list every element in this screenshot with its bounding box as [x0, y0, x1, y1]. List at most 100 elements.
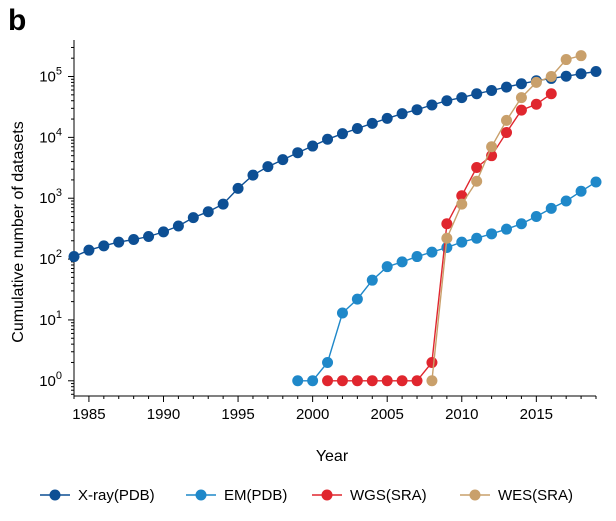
- y-tick-label: 105: [39, 66, 62, 86]
- legend: X-ray(PDB) EM(PDB) WGS(SRA) WES(SRA): [40, 487, 573, 504]
- data-point: [471, 88, 483, 100]
- data-point: [486, 84, 498, 96]
- data-point: [501, 223, 513, 235]
- data-point: [560, 54, 572, 66]
- data-point: [336, 307, 348, 319]
- data-point: [471, 161, 483, 173]
- data-point: [501, 81, 513, 93]
- y-tick-label: 100: [39, 370, 62, 390]
- legend-marker: [49, 489, 61, 501]
- data-point: [411, 251, 423, 263]
- x-tick-label: 2010: [445, 406, 478, 423]
- data-point: [307, 375, 319, 387]
- x-tick-label: 2005: [371, 406, 404, 423]
- data-point: [426, 99, 438, 111]
- series-wes-sra: [426, 50, 587, 387]
- data-point: [456, 236, 468, 248]
- legend-item: WES(SRA): [460, 487, 573, 504]
- data-point: [560, 195, 572, 207]
- data-point: [381, 375, 393, 387]
- data-point: [172, 220, 184, 232]
- data-point: [441, 218, 453, 230]
- data-point: [471, 232, 483, 244]
- data-point: [336, 128, 348, 140]
- data-point: [471, 175, 483, 187]
- legend-marker: [469, 489, 481, 501]
- data-point: [515, 218, 527, 230]
- data-point: [426, 246, 438, 258]
- legend-marker: [195, 489, 207, 501]
- data-point: [98, 240, 110, 252]
- data-point: [590, 65, 602, 77]
- data-point: [322, 356, 334, 368]
- data-point: [426, 356, 438, 368]
- x-tick-label: 2000: [296, 406, 329, 423]
- data-point: [396, 375, 408, 387]
- data-point: [545, 88, 557, 100]
- data-point: [351, 293, 363, 305]
- data-point: [307, 140, 319, 152]
- data-point: [202, 206, 214, 218]
- data-point: [217, 198, 229, 210]
- x-tick-label: 1995: [221, 406, 254, 423]
- data-point: [187, 212, 199, 224]
- data-point: [575, 185, 587, 197]
- data-point: [366, 375, 378, 387]
- data-point: [83, 244, 95, 256]
- data-point: [336, 375, 348, 387]
- data-point: [68, 251, 80, 263]
- data-point: [322, 375, 334, 387]
- legend-label: EM(PDB): [224, 487, 287, 504]
- y-axis: 100 101 102 103 104 105: [39, 40, 75, 396]
- legend-label: WES(SRA): [498, 487, 573, 504]
- x-tick-label: 1990: [147, 406, 180, 423]
- data-point: [366, 274, 378, 286]
- data-point: [575, 68, 587, 80]
- data-point: [441, 232, 453, 244]
- series-line: [431, 55, 582, 381]
- x-tick-label: 2015: [520, 406, 553, 423]
- data-point: [456, 92, 468, 104]
- data-point: [143, 230, 155, 242]
- series-layer: [68, 50, 602, 387]
- data-point: [545, 71, 557, 83]
- legend-item: EM(PDB): [186, 487, 287, 504]
- data-point: [366, 117, 378, 129]
- data-point: [486, 228, 498, 240]
- series-em-pdb: [292, 176, 602, 387]
- data-point: [456, 198, 468, 210]
- data-point: [113, 236, 125, 248]
- data-point: [322, 133, 334, 145]
- data-point: [381, 261, 393, 273]
- y-axis-title: Cumulative number of datasets: [10, 121, 27, 342]
- legend-item: WGS(SRA): [312, 487, 427, 504]
- data-point: [232, 182, 244, 194]
- data-point: [396, 256, 408, 268]
- x-tick-label: 1985: [72, 406, 105, 423]
- data-point: [590, 176, 602, 188]
- data-point: [530, 76, 542, 88]
- panel-label: b: [8, 4, 27, 37]
- y-tick-label: 102: [39, 248, 62, 268]
- data-point: [560, 70, 572, 82]
- series-x-ray-pdb: [68, 65, 602, 263]
- data-point: [530, 98, 542, 110]
- legend-item: X-ray(PDB): [40, 487, 155, 504]
- data-point: [515, 92, 527, 104]
- legend-label: WGS(SRA): [350, 487, 427, 504]
- data-point: [411, 375, 423, 387]
- data-point: [262, 161, 274, 173]
- y-tick-label: 104: [39, 126, 62, 146]
- data-point: [157, 226, 169, 238]
- x-axis-title: Year: [316, 448, 349, 465]
- series-line: [327, 93, 552, 382]
- y-tick-label: 103: [39, 187, 62, 207]
- data-point: [426, 375, 438, 387]
- data-point: [575, 50, 587, 62]
- data-point: [396, 108, 408, 120]
- data-point: [277, 154, 289, 166]
- data-point: [247, 169, 259, 181]
- y-tick-label: 101: [39, 309, 62, 329]
- data-point: [292, 375, 304, 387]
